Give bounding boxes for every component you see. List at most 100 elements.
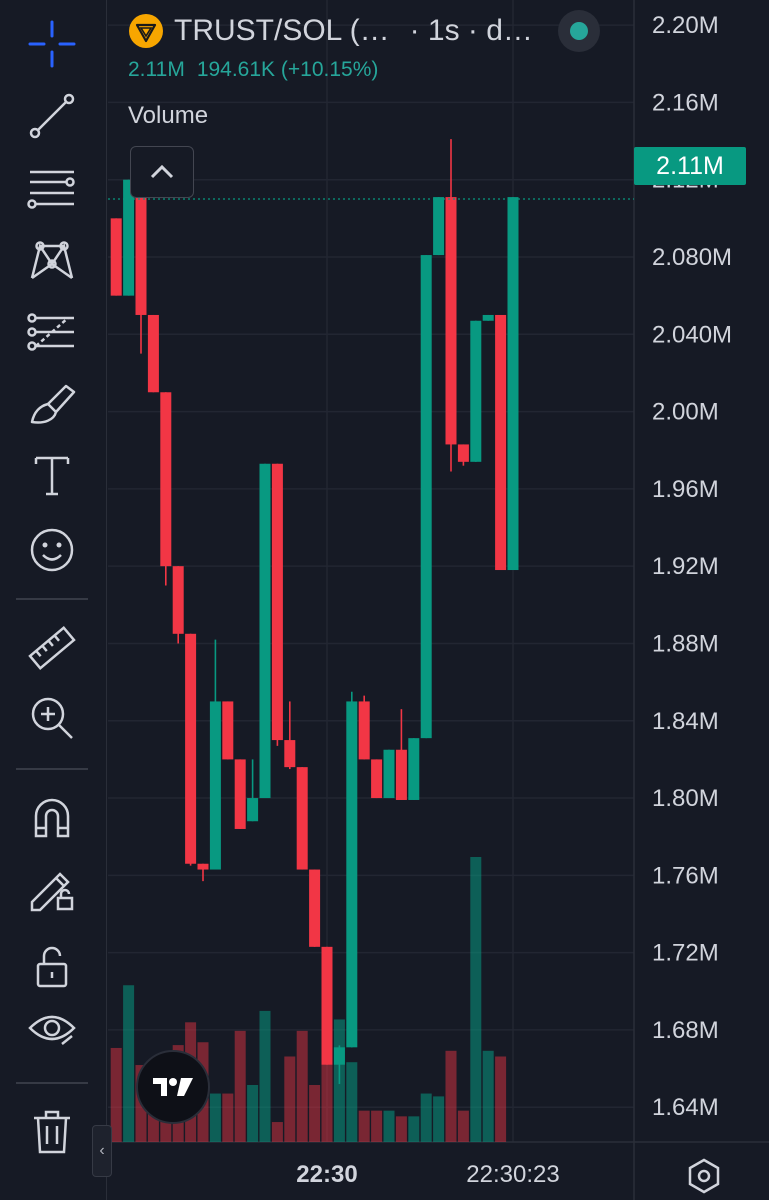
candle-body	[395, 749, 407, 800]
candle-body	[123, 179, 135, 296]
candle-body	[110, 218, 122, 296]
volume-bar	[495, 1056, 507, 1142]
volume-bar	[321, 1045, 333, 1142]
candle-body	[482, 314, 494, 321]
candle-body	[296, 767, 308, 870]
candle-body	[495, 314, 507, 571]
tv-logo-icon	[153, 1078, 193, 1096]
interval-text[interactable]: · 1s · d…	[409, 14, 533, 47]
volume-bar	[457, 1110, 469, 1142]
candle-body	[346, 701, 358, 1048]
volume-bar	[420, 1093, 432, 1142]
toolbar-divider	[16, 1082, 88, 1084]
last-price-badge: 2.11M	[634, 147, 746, 185]
time-axis-label: 22:30:23	[466, 1161, 559, 1188]
pattern-icon[interactable]	[24, 232, 80, 288]
toolbar-divider	[16, 598, 88, 600]
volume-bar	[284, 1056, 296, 1142]
lock-drawing-icon[interactable]	[24, 860, 80, 916]
change-value: 194.61K (+10.15%)	[196, 58, 379, 81]
text-icon[interactable]	[24, 448, 80, 504]
price-axis-label: 2.20M	[652, 12, 719, 39]
ruler-icon[interactable]	[24, 620, 80, 676]
candle-body	[185, 633, 197, 864]
trash-icon[interactable]	[24, 1104, 80, 1160]
volume-bar	[296, 1030, 308, 1142]
price-axis-label: 1.68M	[652, 1017, 719, 1044]
candle-body	[358, 701, 370, 760]
toolbar-collapse-tab[interactable]: ‹	[92, 1125, 112, 1177]
volume-bar	[371, 1110, 383, 1142]
zoom-in-icon[interactable]	[24, 690, 80, 746]
candle-body	[470, 320, 482, 462]
volume-bar	[358, 1110, 370, 1142]
candle-body	[433, 197, 445, 256]
volume-bar	[259, 1010, 271, 1142]
chart-legend: TRUST/SOL (… · 1s · d… 2.11M 194.61K (+1…	[128, 8, 533, 130]
candle-body	[420, 255, 432, 739]
candle-body	[371, 759, 383, 799]
candle-body	[309, 869, 321, 947]
volume-bar	[123, 985, 135, 1142]
volume-bar	[247, 1085, 259, 1142]
legend-collapse-button[interactable]	[130, 146, 194, 198]
volume-bar	[346, 1062, 358, 1142]
price-axis-label: 1.80M	[652, 785, 719, 812]
unlock-icon[interactable]	[24, 938, 80, 994]
price-axis-label: 2.080M	[652, 244, 732, 271]
price-axis-label: 2.040M	[652, 321, 732, 348]
volume-bar	[433, 1096, 445, 1142]
candle-body	[172, 566, 184, 634]
volume-bar	[408, 1116, 420, 1142]
price-axis-label: 1.88M	[652, 630, 719, 657]
live-dot-icon	[570, 22, 588, 40]
candle-body	[160, 392, 172, 567]
chevron-up-icon	[150, 164, 174, 179]
volume-bar	[110, 1047, 122, 1142]
candle-body	[457, 444, 469, 462]
tradingview-logo[interactable]	[136, 1050, 210, 1124]
volume-bar	[234, 1030, 246, 1142]
candle-body	[222, 701, 234, 760]
candle-body	[209, 701, 221, 870]
symbol-title-row[interactable]: TRUST/SOL (… · 1s · d…	[128, 8, 533, 54]
candle-body	[321, 946, 333, 1065]
candle-body	[135, 179, 147, 315]
candle-body	[408, 738, 420, 800]
price-axis-label: 1.96M	[652, 476, 719, 503]
candle-body	[259, 463, 271, 799]
price-axis-label: 2.16M	[652, 89, 719, 116]
volume-bar	[271, 1122, 283, 1142]
candle-body	[445, 197, 457, 445]
emoji-icon[interactable]	[24, 522, 80, 578]
drawing-toolbar	[0, 0, 107, 1200]
live-status-indicator[interactable]	[558, 10, 600, 52]
settings-icon[interactable]	[684, 1156, 724, 1196]
volume-bar	[309, 1085, 321, 1142]
crosshair-icon[interactable]	[24, 16, 80, 72]
price-axis-label: 1.92M	[652, 553, 719, 580]
chevron-left-icon: ‹	[99, 1142, 105, 1159]
eye-icon[interactable]	[24, 1000, 80, 1056]
price-axis-label: 1.64M	[652, 1094, 719, 1121]
volume-bar	[222, 1093, 234, 1142]
candle-body	[247, 798, 259, 822]
price-axis-label: 2.00M	[652, 399, 719, 426]
magnet-icon[interactable]	[24, 790, 80, 846]
candle-body	[197, 863, 209, 870]
price-axis-label: 1.72M	[652, 940, 719, 967]
price-change-row: 2.11M 194.61K (+10.15%)	[128, 58, 533, 88]
candle-body	[507, 197, 519, 571]
brush-icon[interactable]	[24, 376, 80, 432]
candle-body	[333, 1047, 345, 1065]
trend-line-icon[interactable]	[24, 88, 80, 144]
candle-body	[284, 740, 296, 768]
fib-icon[interactable]	[24, 304, 80, 360]
candle-body	[234, 759, 246, 829]
last-value: 2.11M	[128, 58, 185, 81]
symbol-title[interactable]: TRUST/SOL (…	[174, 14, 390, 47]
volume-label[interactable]: Volume	[128, 102, 209, 129]
horizontal-lines-icon[interactable]	[24, 160, 80, 216]
volume-bar	[445, 1050, 457, 1142]
